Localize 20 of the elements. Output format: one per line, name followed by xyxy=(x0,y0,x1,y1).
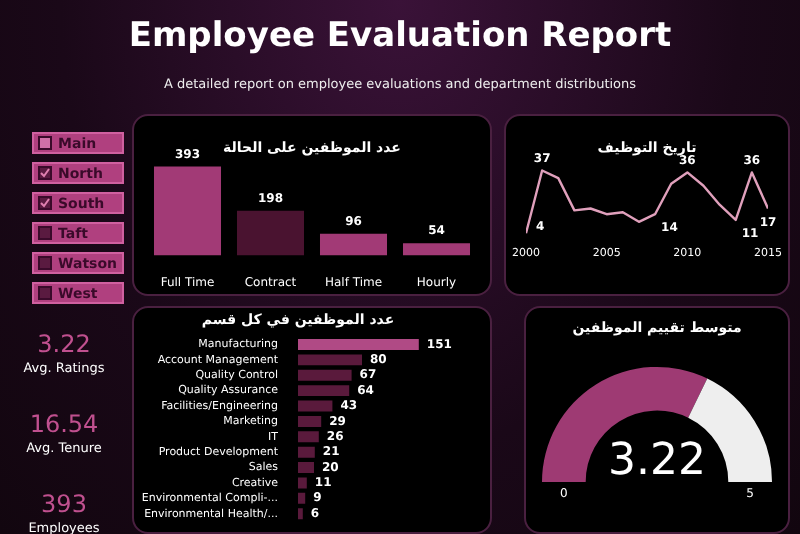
bar xyxy=(298,462,314,474)
bar xyxy=(298,385,350,397)
bar xyxy=(153,166,222,256)
bar xyxy=(298,400,333,412)
bar xyxy=(298,354,362,366)
bar xyxy=(298,477,307,489)
bar xyxy=(298,369,352,381)
text: 3.22 xyxy=(35,330,93,358)
text: 16.54 xyxy=(27,410,101,438)
text: Employee Evaluation Report xyxy=(126,16,674,56)
bar xyxy=(298,446,315,458)
bar xyxy=(319,233,388,256)
text: 393 xyxy=(39,490,89,518)
bar xyxy=(298,492,306,504)
bar xyxy=(298,415,322,427)
text: 3.22 xyxy=(608,435,706,486)
bar xyxy=(402,243,471,256)
bar xyxy=(298,431,319,443)
bar xyxy=(236,210,305,256)
bar xyxy=(298,339,419,350)
